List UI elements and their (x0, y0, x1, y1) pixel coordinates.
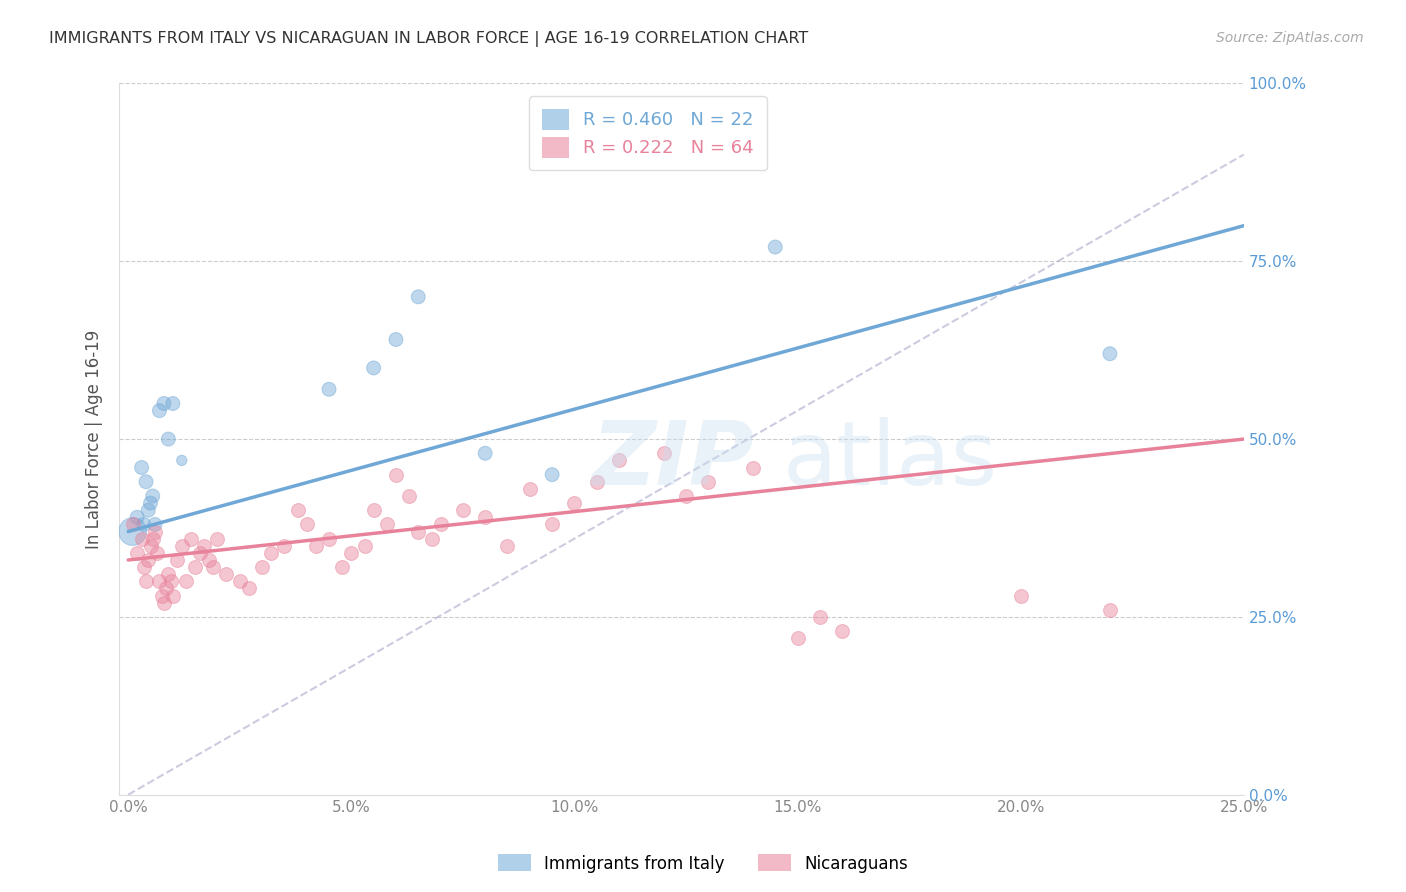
Point (273, 539, 295, 553)
Point (184, 560, 207, 574)
Point (451, 503, 474, 517)
Point (155, 582, 177, 596)
Point (295, 517, 318, 532)
Point (197, 553, 219, 567)
Point (135, 475, 157, 489)
Point (201, 560, 224, 574)
Point (131, 460, 153, 475)
Point (148, 403, 170, 417)
Point (131, 532, 153, 546)
Point (585, 475, 607, 489)
Point (162, 396, 184, 410)
Point (193, 539, 215, 553)
Point (385, 333, 408, 347)
Point (332, 560, 354, 574)
Point (229, 574, 252, 589)
Point (139, 539, 162, 553)
Point (157, 432, 180, 446)
Point (1098, 347, 1121, 361)
Point (127, 546, 149, 560)
Text: ZIP: ZIP (592, 417, 754, 504)
Point (132, 560, 155, 574)
Point (607, 453, 630, 467)
Point (340, 546, 363, 560)
Y-axis label: In Labor Force | Age 16-19: In Labor Force | Age 16-19 (86, 329, 103, 549)
Point (139, 496, 162, 510)
Point (353, 539, 375, 553)
Point (159, 574, 181, 589)
Point (162, 589, 184, 603)
Point (260, 546, 283, 560)
Point (474, 510, 496, 524)
Point (496, 539, 519, 553)
Point (136, 503, 159, 517)
Point (127, 510, 149, 524)
Point (318, 382, 340, 396)
Point (1098, 603, 1121, 617)
Point (287, 503, 309, 517)
Point (207, 532, 229, 546)
Point (121, 517, 143, 532)
Point (143, 517, 166, 532)
Point (564, 496, 586, 510)
Point (166, 553, 188, 567)
Point (157, 567, 180, 582)
Point (146, 546, 169, 560)
Point (142, 489, 165, 503)
Point (385, 467, 408, 482)
Point (170, 539, 193, 553)
Text: IMMIGRANTS FROM ITALY VS NICARAGUAN IN LABOR FORCE | AGE 16-19 CORRELATION CHART: IMMIGRANTS FROM ITALY VS NICARAGUAN IN L… (49, 31, 808, 47)
Point (121, 524, 143, 539)
Point (541, 517, 564, 532)
Point (142, 532, 165, 546)
Legend: R = 0.460   N = 22, R = 0.222   N = 64: R = 0.460 N = 22, R = 0.222 N = 64 (529, 96, 766, 170)
Text: atlas: atlas (783, 417, 998, 504)
Point (763, 240, 786, 254)
Point (363, 503, 385, 517)
Point (318, 532, 340, 546)
Point (135, 574, 157, 589)
Point (652, 446, 675, 460)
Point (132, 517, 155, 532)
Point (174, 574, 197, 589)
Point (238, 582, 260, 596)
Point (150, 589, 173, 603)
Point (420, 532, 443, 546)
Point (1010, 589, 1032, 603)
Point (136, 553, 159, 567)
Point (675, 489, 697, 503)
Point (170, 453, 193, 467)
Point (188, 546, 211, 560)
Legend: Immigrants from Italy, Nicaraguans: Immigrants from Italy, Nicaraguans (491, 847, 915, 880)
Point (786, 631, 808, 645)
Point (406, 290, 429, 304)
Point (153, 396, 176, 410)
Point (398, 489, 420, 503)
Point (406, 524, 429, 539)
Text: Source: ZipAtlas.com: Source: ZipAtlas.com (1216, 31, 1364, 45)
Point (697, 475, 720, 489)
Point (742, 460, 765, 475)
Point (429, 517, 451, 532)
Point (250, 560, 273, 574)
Point (304, 539, 326, 553)
Point (375, 517, 398, 532)
Point (148, 574, 170, 589)
Point (215, 567, 238, 582)
Point (519, 482, 541, 496)
Point (143, 524, 166, 539)
Point (831, 624, 853, 639)
Point (808, 610, 831, 624)
Point (474, 446, 496, 460)
Point (541, 467, 564, 482)
Point (363, 360, 385, 375)
Point (180, 532, 202, 546)
Point (153, 596, 176, 610)
